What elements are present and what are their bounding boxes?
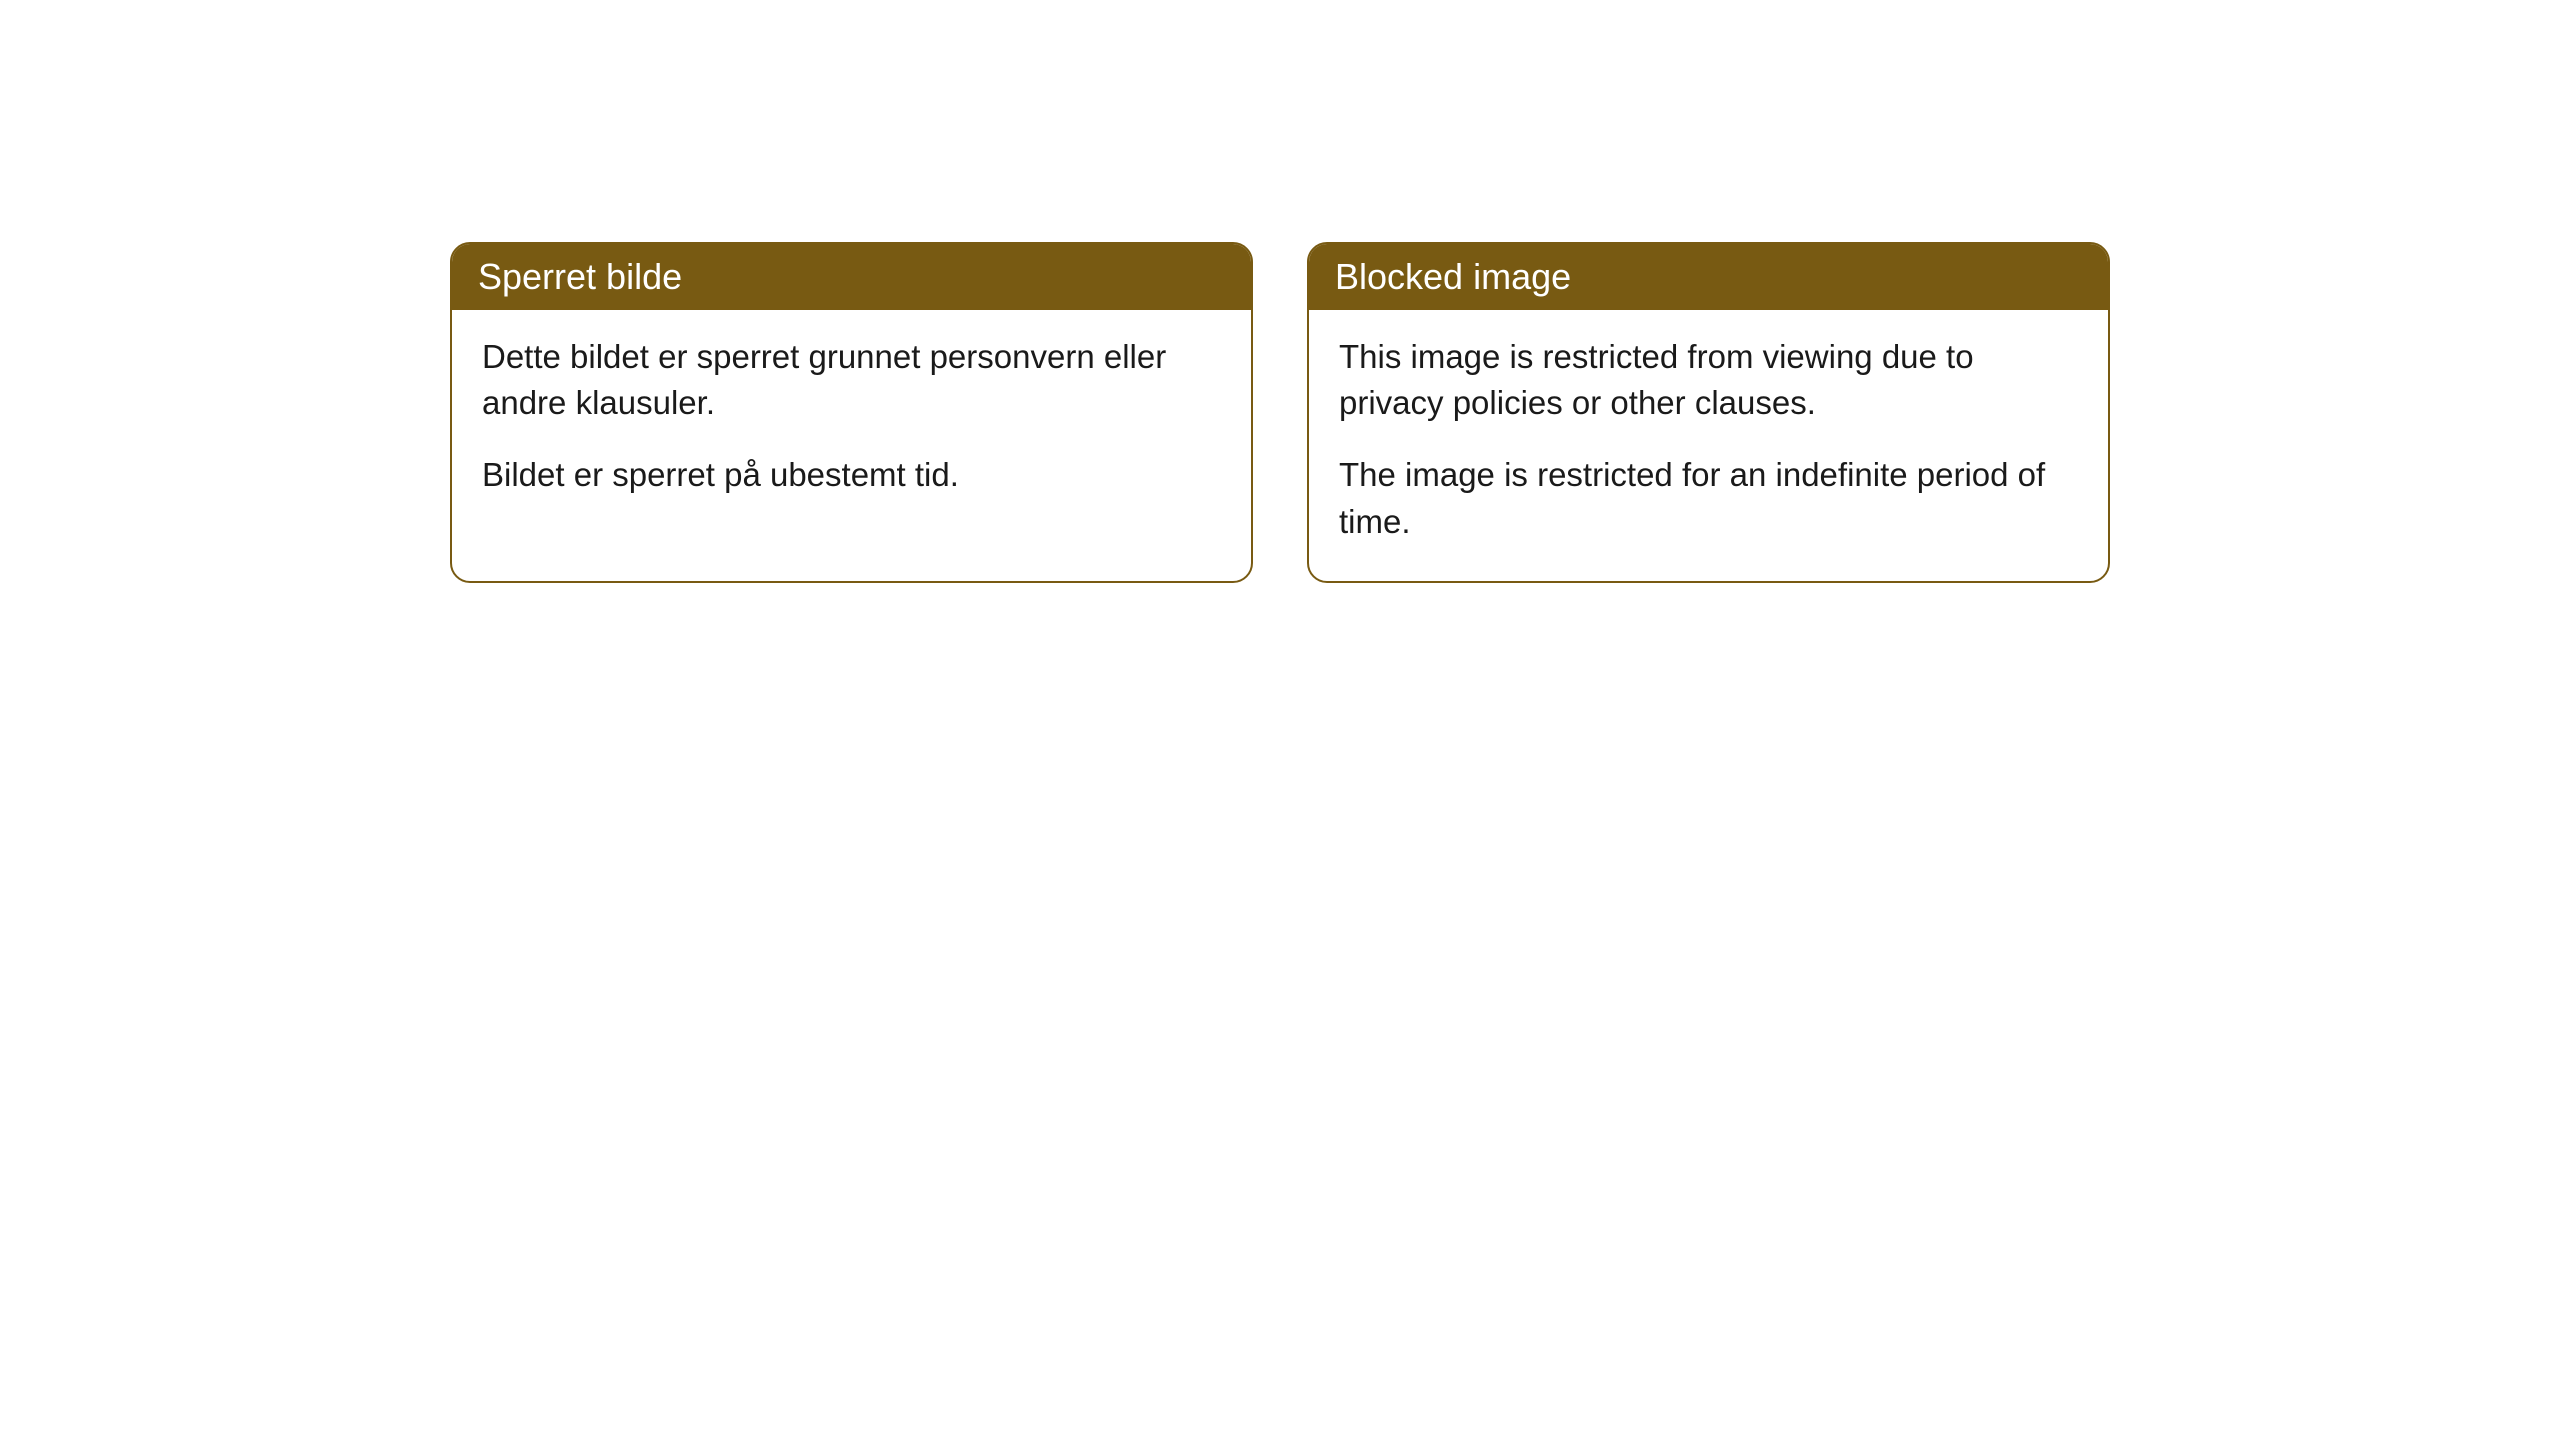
card-header: Blocked image: [1309, 244, 2108, 310]
card-paragraph: Bildet er sperret på ubestemt tid.: [482, 452, 1221, 498]
blocked-image-card-english: Blocked image This image is restricted f…: [1307, 242, 2110, 583]
blocked-image-card-norwegian: Sperret bilde Dette bildet er sperret gr…: [450, 242, 1253, 583]
card-paragraph: This image is restricted from viewing du…: [1339, 334, 2078, 426]
card-title: Sperret bilde: [478, 256, 682, 297]
card-paragraph: Dette bildet er sperret grunnet personve…: [482, 334, 1221, 426]
card-body: This image is restricted from viewing du…: [1309, 310, 2108, 581]
card-title: Blocked image: [1335, 256, 1571, 297]
card-header: Sperret bilde: [452, 244, 1251, 310]
card-body: Dette bildet er sperret grunnet personve…: [452, 310, 1251, 535]
cards-container: Sperret bilde Dette bildet er sperret gr…: [450, 242, 2110, 583]
card-paragraph: The image is restricted for an indefinit…: [1339, 452, 2078, 544]
